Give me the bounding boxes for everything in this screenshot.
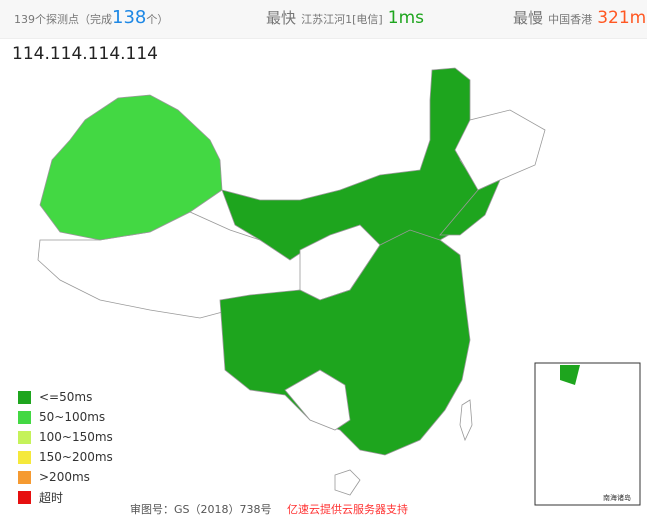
legend-label: >200ms xyxy=(39,470,90,484)
south-china-sea-inset xyxy=(534,362,641,506)
legend-label: 50~100ms xyxy=(39,410,106,424)
legend-label: 100~150ms xyxy=(39,430,113,444)
legend-label: 超时 xyxy=(39,490,64,505)
legend-item: 100~150ms xyxy=(18,427,113,447)
summary-header: 139个探测点（完成138个） 最快 江苏江河1[电信] 1ms 最慢 中国香港… xyxy=(0,0,647,39)
legend-swatch xyxy=(18,470,31,484)
region-south[interactable] xyxy=(219,229,471,456)
legend-item: <=50ms xyxy=(18,387,113,407)
inset-label: 南海诸岛 xyxy=(603,493,631,502)
legend-item: 150~200ms xyxy=(18,447,113,467)
legend-swatch xyxy=(18,450,31,464)
legend-item: 50~100ms xyxy=(18,407,113,427)
inset-mainland xyxy=(560,365,580,385)
legend-swatch xyxy=(18,410,31,424)
probe-count: 139个探测点（完成138个） xyxy=(14,7,169,28)
legend-swatch xyxy=(18,490,31,504)
legend: <=50ms 50~100ms 100~150ms 150~200ms >200… xyxy=(18,387,113,507)
legend-label: 150~200ms xyxy=(39,450,113,464)
region-xinjiang[interactable] xyxy=(39,94,223,241)
sponsor-link[interactable]: 亿速云提供云服务器支持 xyxy=(287,503,408,516)
region-taiwan[interactable] xyxy=(459,399,473,442)
legend-swatch xyxy=(18,390,31,404)
legend-swatch xyxy=(18,430,31,444)
map-approval-number: 审图号：GS（2018）738号 xyxy=(130,503,272,516)
region-jilin-liaoning[interactable] xyxy=(439,179,501,236)
slowest-stat: 最慢 中国香港 321ms xyxy=(513,8,647,28)
legend-label: <=50ms xyxy=(39,390,93,404)
region-hainan[interactable] xyxy=(334,469,361,496)
legend-item: >200ms xyxy=(18,467,113,487)
legend-item: 超时 xyxy=(18,487,113,507)
target-ip: 114.114.114.114 xyxy=(12,44,159,64)
region-guangxi[interactable] xyxy=(284,369,351,431)
fastest-stat: 最快 江苏江河1[电信] 1ms xyxy=(266,8,425,28)
completed-count: 138 xyxy=(112,7,147,28)
